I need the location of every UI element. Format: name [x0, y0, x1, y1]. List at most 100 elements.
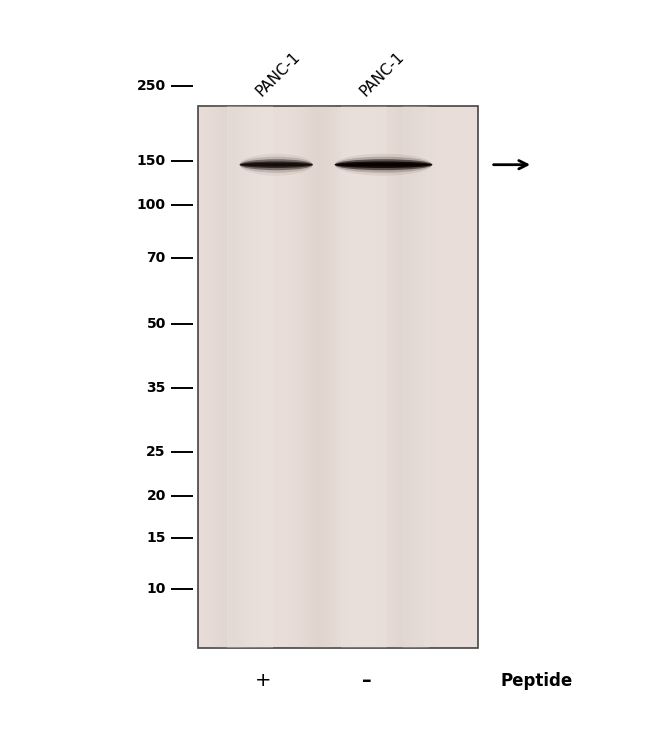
Bar: [227, 106, 229, 648]
Bar: [304, 106, 305, 648]
Bar: [320, 106, 322, 648]
Bar: [290, 106, 291, 648]
Bar: [307, 106, 308, 648]
Bar: [208, 106, 209, 648]
Ellipse shape: [240, 163, 313, 166]
Bar: [237, 106, 238, 648]
Bar: [305, 106, 306, 648]
Bar: [257, 106, 259, 648]
Text: 50: 50: [146, 316, 166, 331]
Bar: [294, 106, 295, 648]
Bar: [322, 106, 324, 648]
Bar: [341, 106, 387, 648]
Bar: [218, 106, 220, 648]
Bar: [435, 106, 436, 648]
Bar: [391, 106, 392, 648]
Bar: [224, 106, 225, 648]
Bar: [347, 106, 348, 648]
Bar: [216, 106, 217, 648]
Ellipse shape: [335, 161, 432, 168]
Bar: [337, 106, 338, 648]
Bar: [215, 106, 216, 648]
Bar: [226, 106, 227, 648]
Bar: [212, 106, 213, 648]
Bar: [244, 106, 245, 648]
Ellipse shape: [335, 154, 432, 176]
Bar: [376, 106, 378, 648]
Bar: [317, 106, 318, 648]
Ellipse shape: [240, 161, 313, 168]
Bar: [296, 106, 297, 648]
Bar: [313, 106, 315, 648]
Bar: [217, 106, 218, 648]
Bar: [385, 106, 387, 648]
Bar: [340, 106, 341, 648]
Bar: [247, 106, 248, 648]
Bar: [336, 106, 337, 648]
Bar: [419, 106, 420, 648]
Bar: [342, 106, 343, 648]
Bar: [429, 106, 430, 648]
Bar: [329, 106, 330, 648]
Bar: [430, 106, 431, 648]
Bar: [236, 106, 237, 648]
Bar: [408, 106, 410, 648]
Bar: [415, 106, 417, 648]
Bar: [428, 106, 429, 648]
Bar: [325, 106, 326, 648]
Bar: [427, 106, 428, 648]
Bar: [222, 106, 224, 648]
Bar: [220, 106, 222, 648]
Bar: [417, 106, 419, 648]
Bar: [318, 106, 320, 648]
Bar: [298, 106, 299, 648]
Bar: [436, 106, 437, 648]
Bar: [341, 106, 342, 648]
Bar: [302, 106, 303, 648]
Bar: [343, 106, 344, 648]
Bar: [420, 106, 421, 648]
Text: PANC-1: PANC-1: [253, 49, 303, 99]
Bar: [300, 106, 301, 648]
Bar: [395, 106, 396, 648]
Bar: [241, 106, 242, 648]
Bar: [433, 106, 434, 648]
Bar: [397, 106, 398, 648]
Bar: [384, 106, 385, 648]
Bar: [335, 106, 336, 648]
Bar: [205, 106, 206, 648]
Bar: [331, 106, 332, 648]
Bar: [399, 106, 400, 648]
Bar: [295, 106, 296, 648]
Bar: [332, 106, 333, 648]
Bar: [410, 106, 411, 648]
Text: 100: 100: [136, 198, 166, 212]
Bar: [198, 106, 478, 648]
Ellipse shape: [335, 157, 432, 173]
Bar: [311, 106, 312, 648]
Bar: [297, 106, 298, 648]
Bar: [204, 106, 205, 648]
Bar: [227, 106, 273, 648]
Bar: [421, 106, 422, 648]
Bar: [390, 106, 391, 648]
Text: 15: 15: [146, 531, 166, 545]
Bar: [240, 106, 241, 648]
Bar: [234, 106, 235, 648]
Bar: [200, 106, 201, 648]
Bar: [243, 106, 244, 648]
Bar: [292, 106, 294, 648]
Bar: [434, 106, 435, 648]
Text: 35: 35: [146, 381, 166, 395]
Bar: [201, 106, 202, 648]
Text: 150: 150: [136, 154, 166, 168]
Bar: [406, 106, 408, 648]
Bar: [203, 106, 204, 648]
Bar: [259, 106, 261, 648]
Bar: [389, 106, 390, 648]
Bar: [229, 106, 231, 648]
Bar: [299, 106, 300, 648]
Text: 20: 20: [146, 488, 166, 503]
Text: Peptide: Peptide: [500, 672, 573, 690]
Bar: [398, 106, 399, 648]
